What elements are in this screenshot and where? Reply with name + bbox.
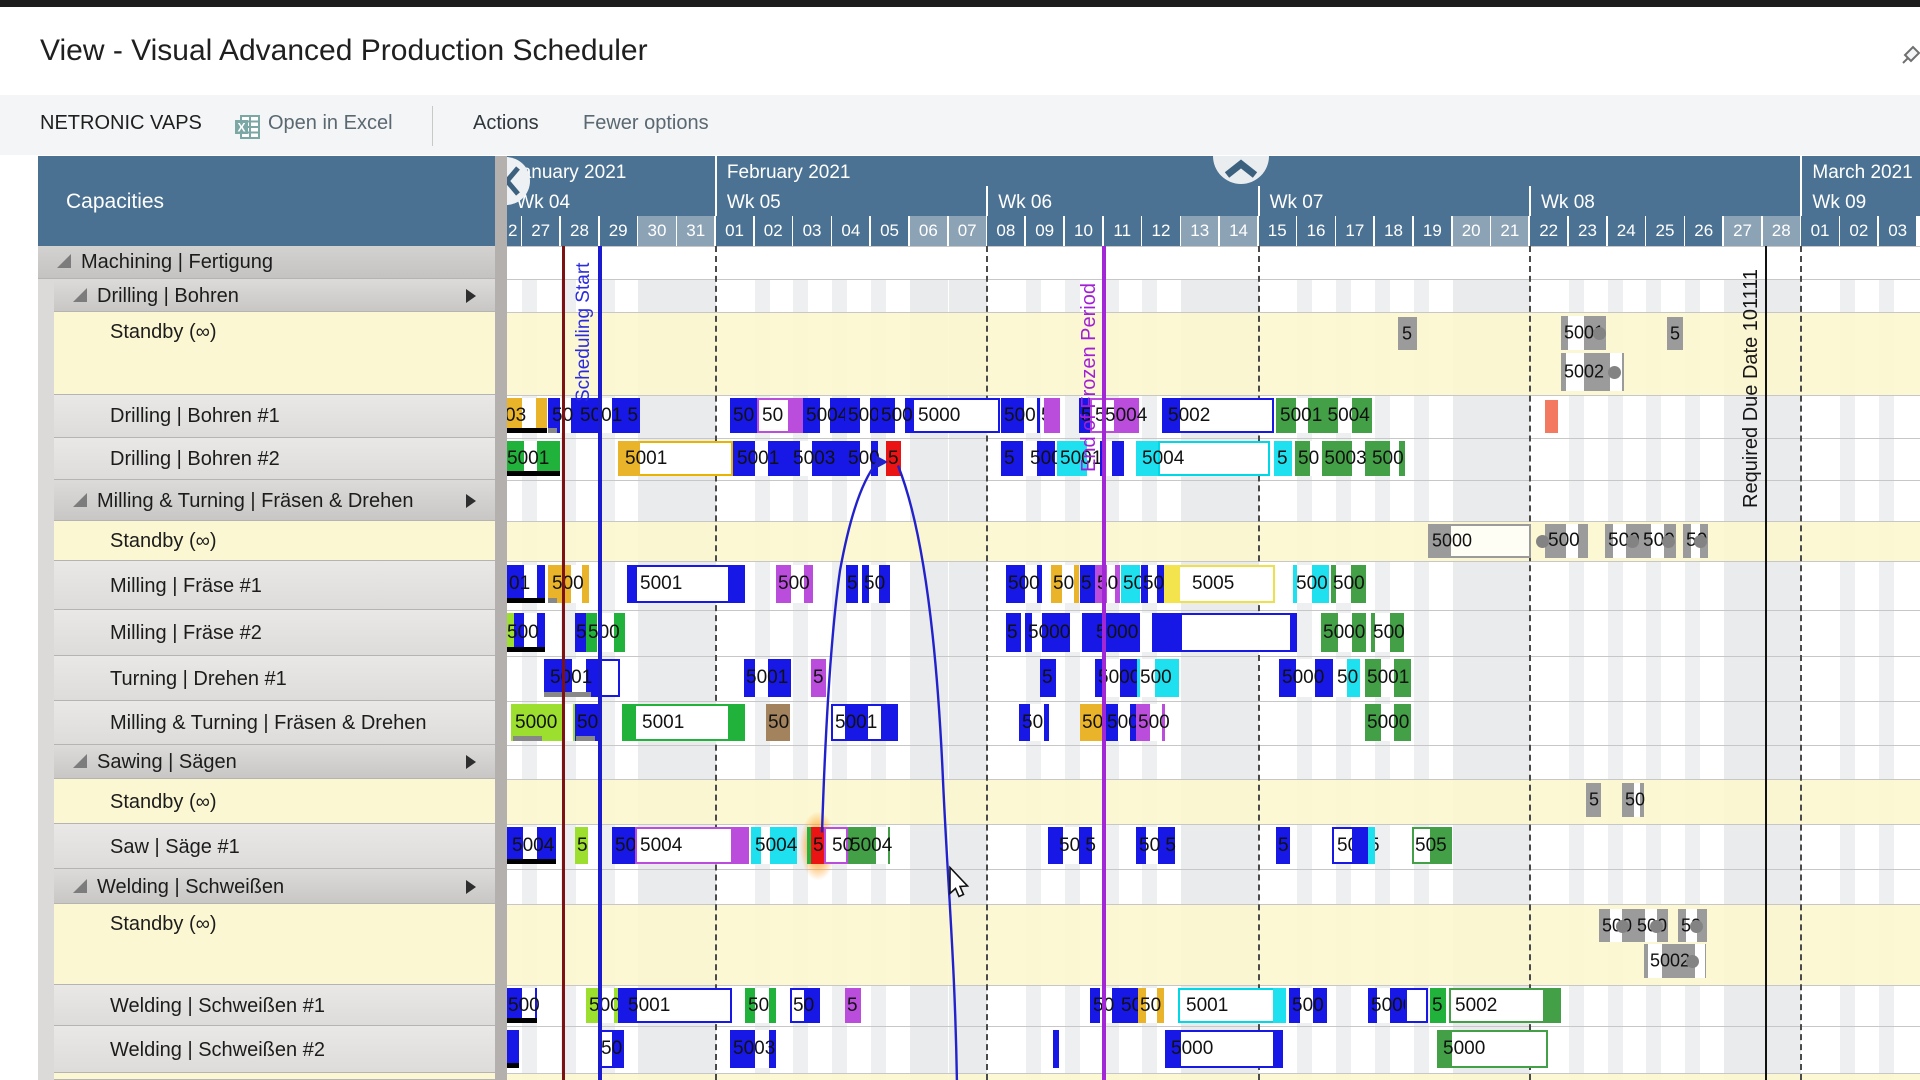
svg-text:X: X <box>237 121 245 135</box>
